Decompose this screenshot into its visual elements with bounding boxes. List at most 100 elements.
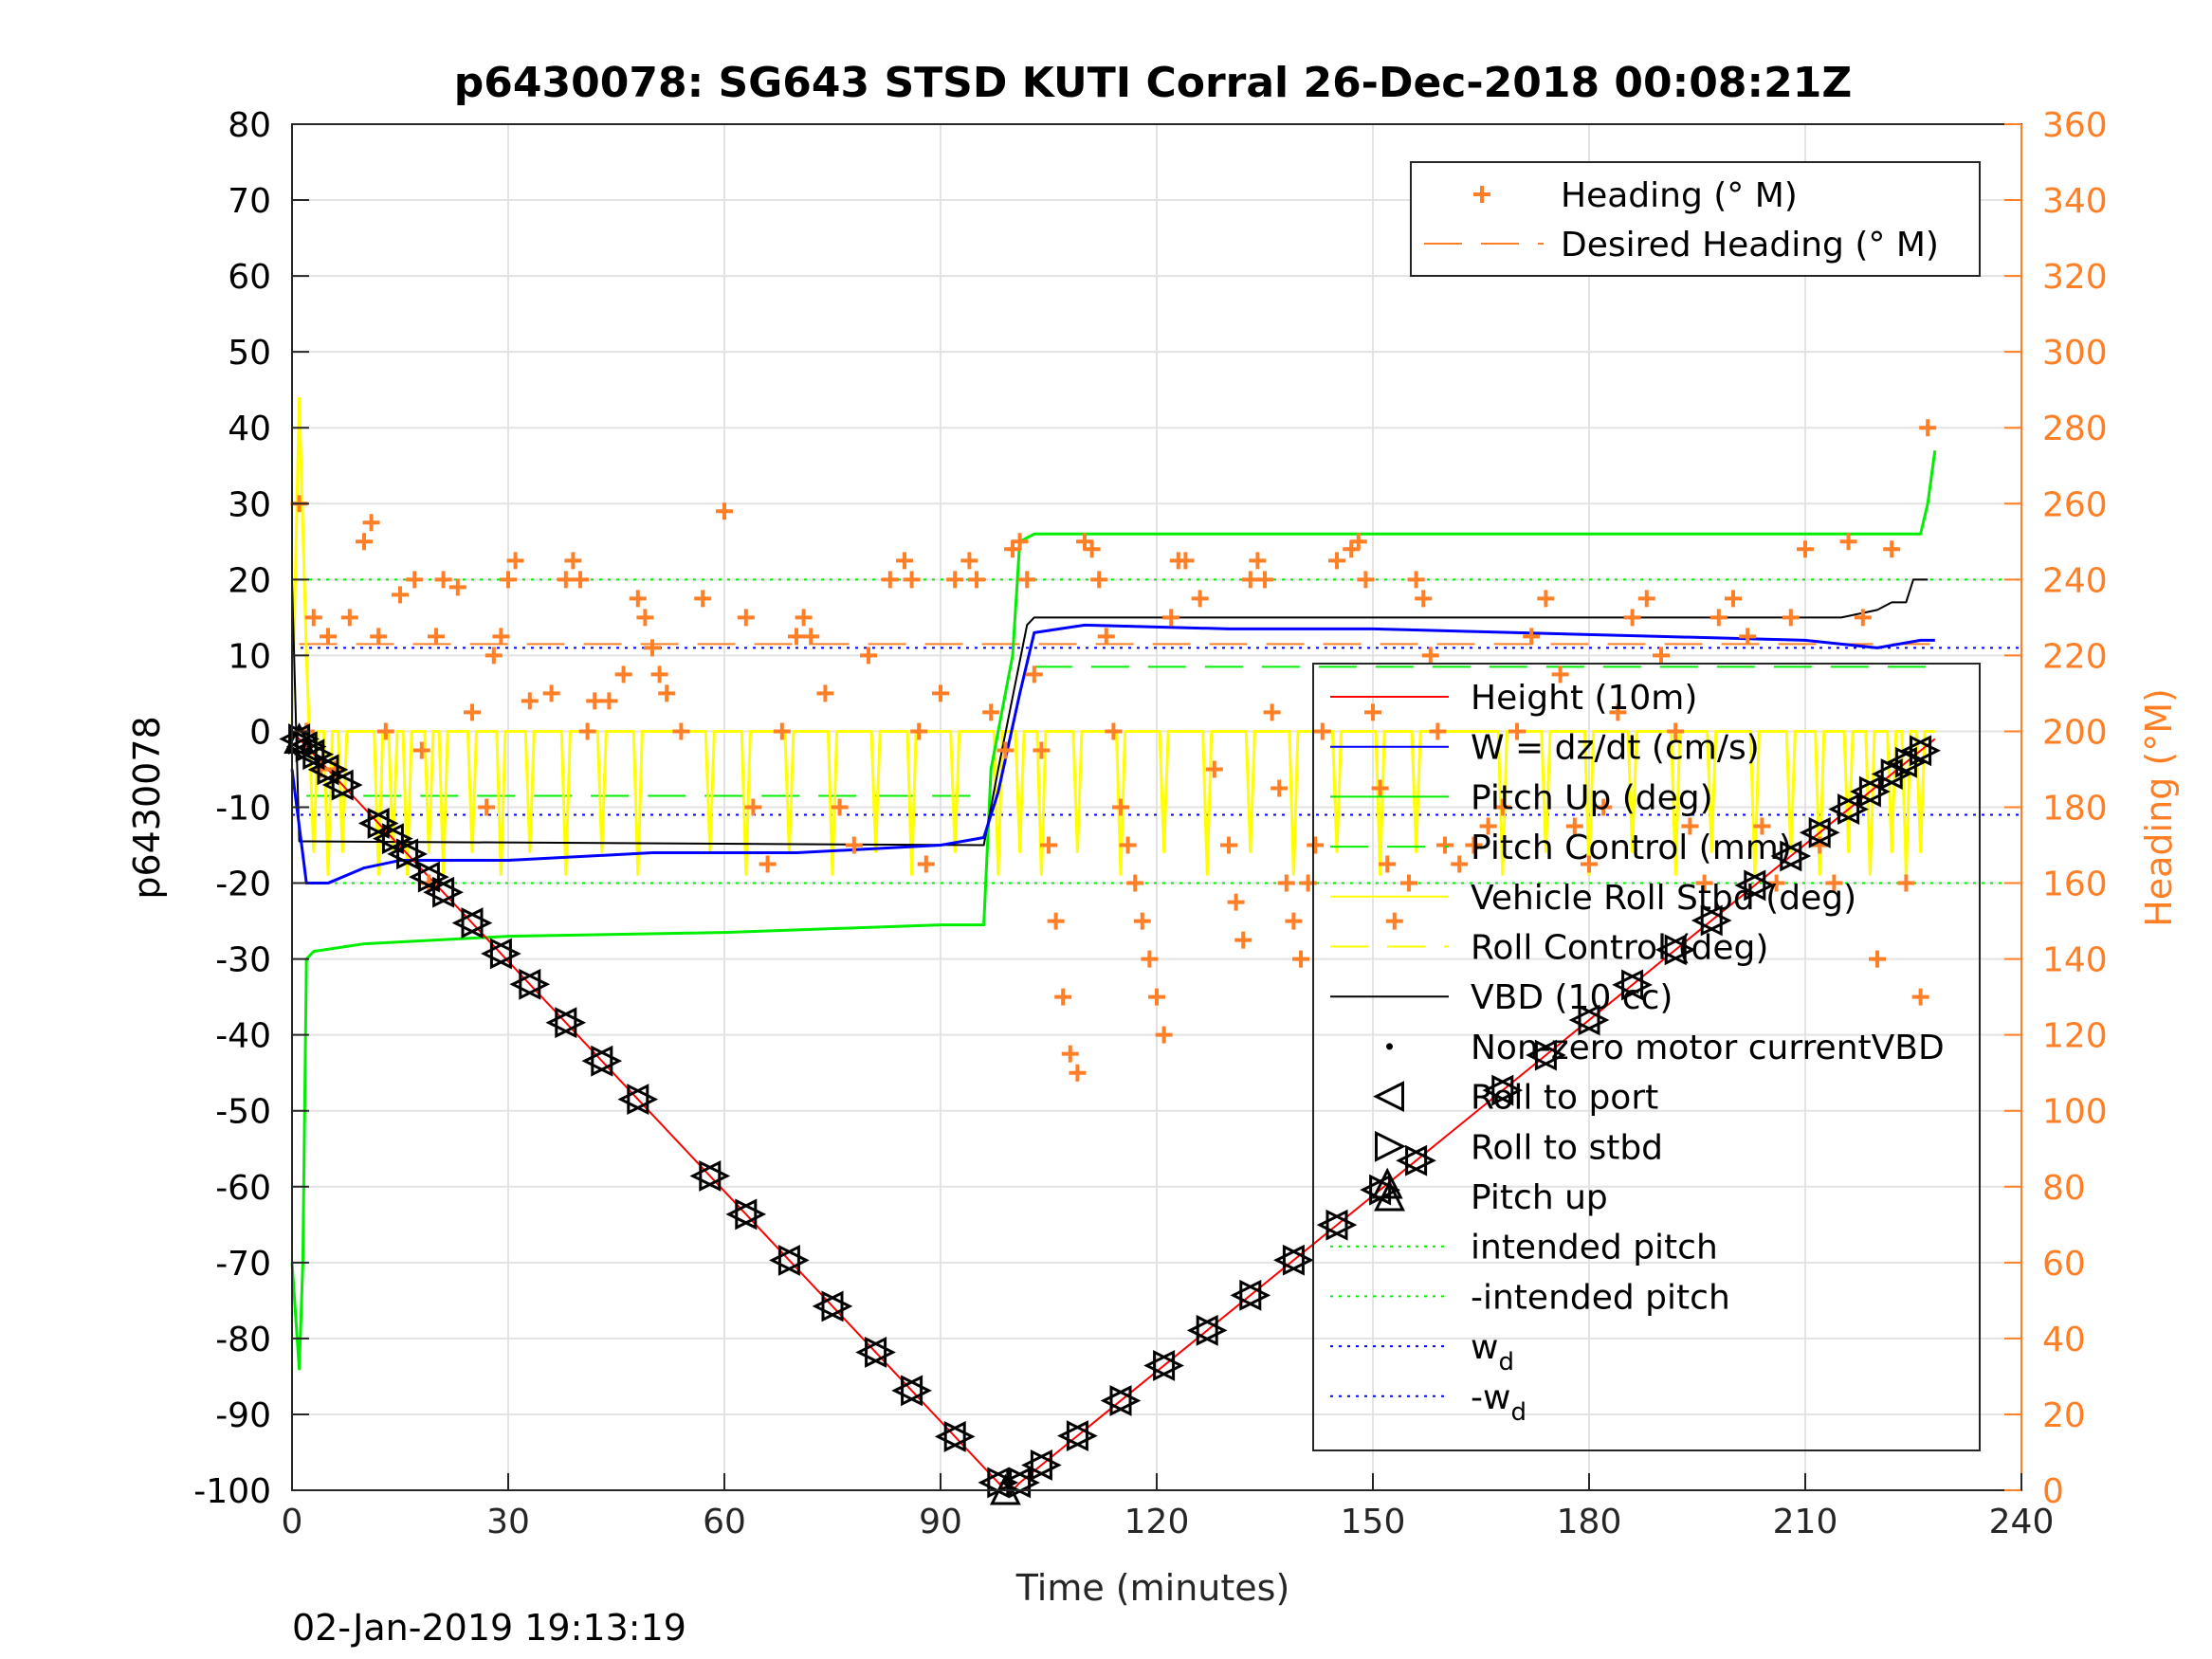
- heading-point: [1133, 912, 1151, 930]
- roll-to-port-marker: [1568, 1004, 1600, 1036]
- heading-point: [1782, 609, 1800, 627]
- roll-to-stbd-marker: [1109, 1385, 1142, 1416]
- heading-point: [1371, 779, 1389, 797]
- heading-point: [788, 628, 805, 646]
- heading-point: [1436, 836, 1453, 854]
- roll-to-port-marker: [387, 838, 419, 870]
- roll-to-port-marker: [1691, 904, 1723, 937]
- heading-point: [795, 609, 813, 627]
- roll-to-stbd-marker: [1910, 735, 1941, 767]
- heading-point: [1379, 855, 1397, 873]
- x-tick-label: 150: [1341, 1503, 1406, 1541]
- heading-point: [1307, 836, 1325, 854]
- roll-to-stbd-marker: [1808, 816, 1840, 848]
- roll-to-port-marker: [1828, 793, 1860, 826]
- right-tick-label: 180: [2042, 790, 2108, 829]
- roll-to-port-marker: [1734, 869, 1766, 902]
- heading-point: [1911, 988, 1929, 1006]
- heading-point: [1054, 988, 1072, 1006]
- roll-to-port-marker: [1021, 1449, 1052, 1481]
- main-legend: Height (10m) W = dz/dt (cm/s) Pitch Up (de…: [1312, 663, 1981, 1451]
- roll-to-stbd-marker: [1780, 840, 1812, 872]
- roll-to-port-marker: [321, 769, 354, 801]
- main-legend-label: Roll to stbd: [1471, 1128, 1663, 1167]
- roll-to-port-marker: [1143, 1350, 1176, 1381]
- heading-point: [521, 692, 539, 710]
- main-legend-swatch: [1386, 1043, 1393, 1050]
- main-legend-swatch: [1373, 1081, 1404, 1113]
- heading-point: [557, 571, 575, 589]
- roll-to-port-marker: [357, 808, 390, 839]
- main-legend-label: W = dz/dt (cm/s): [1471, 729, 1760, 768]
- x-tick-label: 120: [1124, 1503, 1190, 1541]
- roll-to-stbd-marker: [1744, 869, 1776, 902]
- x-tick-label: 240: [1989, 1503, 2055, 1541]
- main-legend-label: Pitch Control (mm): [1471, 829, 1792, 867]
- heading-point: [1667, 722, 1685, 740]
- right-tick-label: 80: [2042, 1169, 2086, 1208]
- heading-point: [1177, 552, 1195, 570]
- heading-point: [694, 590, 712, 608]
- heading-point: [1581, 855, 1598, 873]
- subscript-d: d: [1510, 1398, 1526, 1427]
- roll-to-stbd-marker: [1325, 1209, 1358, 1241]
- heading-point: [1277, 874, 1295, 892]
- left-tick-label: 30: [228, 485, 271, 524]
- heading-point: [484, 647, 503, 665]
- heading-point: [320, 628, 337, 646]
- heading-point: [542, 684, 560, 702]
- heading-point: [1011, 533, 1029, 551]
- roll-to-stbd-marker: [1621, 969, 1653, 1001]
- pitch-series: [290, 450, 1937, 1371]
- left-tick-label: -100: [193, 1472, 271, 1511]
- roll-to-stbd-marker: [1009, 1467, 1040, 1499]
- heading-point: [572, 571, 589, 589]
- roll-to-port-marker: [855, 1337, 887, 1368]
- roll-to-stbd-marker: [396, 838, 428, 870]
- roll-to-port-marker: [1057, 1420, 1088, 1451]
- roll-to-stbd-marker: [1239, 1279, 1271, 1311]
- heading-point: [564, 552, 582, 570]
- heading-point: [1220, 836, 1237, 854]
- heading-point: [1285, 912, 1303, 930]
- right-tick-label: 160: [2042, 866, 2108, 904]
- heading-point: [1126, 874, 1144, 892]
- heading-point: [406, 571, 424, 589]
- heading-legend-swatch: [1473, 186, 1490, 203]
- roll-to-port-marker: [891, 1375, 923, 1407]
- roll-to-stbd-marker: [1491, 1074, 1524, 1106]
- main-legend-swatch: [1374, 1179, 1405, 1212]
- left-tick-label: 0: [249, 713, 271, 752]
- heading-point: [982, 703, 1000, 721]
- roll-to-port-marker: [1900, 735, 1932, 767]
- heading-point: [600, 692, 618, 710]
- heading-point: [1349, 533, 1367, 551]
- left-tick-label: 20: [228, 561, 271, 600]
- roll-to-port-marker: [1316, 1209, 1348, 1241]
- heading-point: [1249, 552, 1267, 570]
- heading-point: [1191, 590, 1209, 608]
- roll-to-stbd-marker: [489, 938, 521, 970]
- heading-point: [1919, 419, 1937, 437]
- roll-to-stbd-marker: [1578, 1004, 1610, 1036]
- heading-point: [370, 628, 388, 646]
- main-legend-label: wd: [1471, 1328, 1514, 1376]
- heading-point: [1508, 722, 1526, 740]
- w-series: [290, 623, 1935, 885]
- heading-legend-box: [1410, 161, 1981, 277]
- roll-to-stbd-marker: [987, 1467, 1019, 1499]
- roll-to-port-marker: [1273, 1244, 1305, 1276]
- left-tick-label: 80: [228, 106, 271, 145]
- heading-point: [492, 628, 510, 646]
- roll-to-stbd-marker: [591, 1045, 623, 1077]
- heading-point: [1162, 609, 1180, 627]
- roll-to-port-marker: [725, 1198, 758, 1231]
- right-axis-label: Heading (°M): [2138, 688, 2180, 927]
- heading-point: [356, 533, 373, 551]
- x-tick-label: 90: [919, 1503, 962, 1541]
- x-tick-label: 180: [1557, 1503, 1622, 1541]
- roll-to-stbd-marker: [519, 968, 551, 1000]
- heading-point: [1839, 533, 1857, 551]
- heading-point: [1565, 817, 1583, 835]
- roll-to-port-marker: [1526, 1039, 1557, 1071]
